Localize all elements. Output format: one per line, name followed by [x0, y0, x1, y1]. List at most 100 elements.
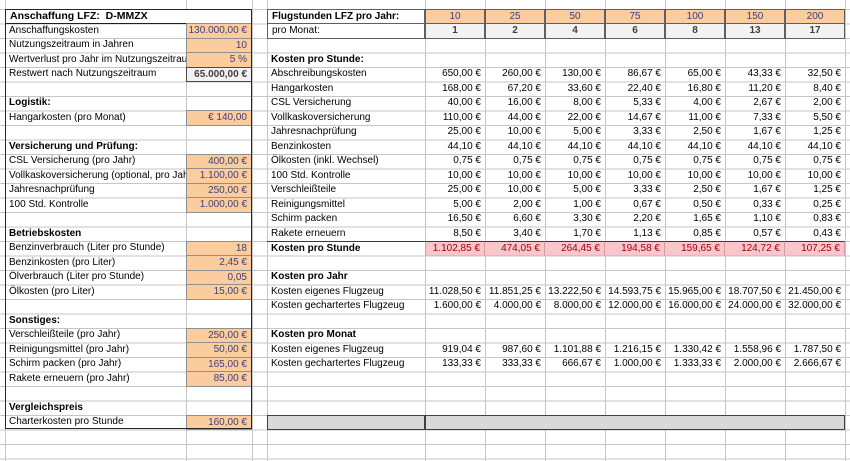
- data-value-cell[interactable]: 130,00 €: [562, 68, 601, 80]
- data-value-cell[interactable]: 10,00 €: [807, 169, 841, 181]
- data-value-cell[interactable]: 10,00 €: [567, 169, 601, 181]
- row-label-cell[interactable]: Restwert nach Nutzungszeitraum: [9, 68, 157, 80]
- data-value-cell[interactable]: 5,33 €: [633, 97, 661, 109]
- row-label-cell[interactable]: Benzinverbrauch (Liter pro Stunde): [9, 242, 165, 254]
- data-value-cell[interactable]: 1.000,00 €: [613, 358, 661, 370]
- per-month-value-cell[interactable]: 1: [425, 23, 485, 39]
- row-label-cell[interactable]: Reinigungsmittel: [271, 198, 345, 210]
- data-value-cell[interactable]: 44,10 €: [507, 140, 541, 152]
- data-value-cell[interactable]: 44,10 €: [807, 140, 841, 152]
- data-value-cell[interactable]: 0,75 €: [633, 155, 661, 167]
- data-value-cell[interactable]: 8,40 €: [813, 82, 841, 94]
- row-label-cell[interactable]: Benzinkosten: [271, 140, 332, 152]
- data-value-cell[interactable]: 2,00 €: [513, 198, 541, 210]
- row-label-cell[interactable]: CSL Versicherung: [271, 97, 352, 109]
- row-label-cell[interactable]: Abschreibungskosten: [271, 68, 367, 80]
- data-value-cell[interactable]: 1.333,33 €: [673, 358, 721, 370]
- total-value-cell[interactable]: 194,58 €: [605, 240, 665, 256]
- data-value-cell[interactable]: 33,60 €: [567, 82, 601, 94]
- data-value-cell[interactable]: 2.000,00 €: [733, 358, 781, 370]
- data-value-cell[interactable]: 32.000,00 €: [788, 300, 841, 312]
- data-value-cell[interactable]: 44,00 €: [507, 111, 541, 123]
- hours-per-year-value-cell[interactable]: 50: [545, 8, 605, 24]
- data-value-cell[interactable]: 44,10 €: [747, 140, 781, 152]
- section-title-cell[interactable]: Betriebskosten: [9, 227, 82, 239]
- row-label-cell[interactable]: CSL Versicherung (pro Jahr): [9, 155, 136, 167]
- data-value-cell[interactable]: 44,10 €: [627, 140, 661, 152]
- data-value-cell[interactable]: 44,10 €: [447, 140, 481, 152]
- hours-per-year-value-cell[interactable]: 150: [725, 8, 785, 24]
- data-value-cell[interactable]: 10,00 €: [627, 169, 661, 181]
- row-label-cell[interactable]: Jahresnachprüfung: [271, 126, 357, 138]
- data-value-cell[interactable]: 10,00 €: [447, 169, 481, 181]
- data-value-cell[interactable]: 8,00 €: [573, 97, 601, 109]
- data-value-cell[interactable]: 5,00 €: [573, 126, 601, 138]
- data-value-cell[interactable]: 260,00 €: [502, 68, 541, 80]
- data-value-cell[interactable]: 11,00 €: [688, 111, 721, 123]
- hours-per-year-value-cell[interactable]: 75: [605, 8, 665, 24]
- data-value-cell[interactable]: 43,33 €: [747, 68, 781, 80]
- section-title-cell[interactable]: Kosten pro Stunde:: [271, 53, 364, 65]
- row-label-cell[interactable]: 100 Std. Kontrolle: [271, 169, 351, 181]
- data-value-cell[interactable]: 1,65 €: [693, 213, 721, 225]
- data-value-cell[interactable]: 0,75 €: [513, 155, 541, 167]
- input-value-cell[interactable]: 165,00 €: [186, 356, 252, 372]
- data-value-cell[interactable]: 0,75 €: [453, 155, 481, 167]
- total-value-cell[interactable]: 1.102,85 €: [425, 240, 485, 256]
- data-value-cell[interactable]: 11.028,50 €: [428, 285, 481, 297]
- data-value-cell[interactable]: 0,67 €: [633, 198, 661, 210]
- data-value-cell[interactable]: 8,50 €: [453, 227, 481, 239]
- row-label-cell[interactable]: Kosten eigenes Flugzeug: [271, 285, 384, 297]
- total-value-cell[interactable]: 124,72 €: [725, 240, 785, 256]
- data-value-cell[interactable]: 21.450,00 €: [788, 285, 841, 297]
- row-label-cell[interactable]: Charterkosten pro Stunde: [9, 416, 124, 428]
- data-value-cell[interactable]: 2,67 €: [753, 97, 781, 109]
- hours-per-year-value-cell[interactable]: 200: [785, 8, 845, 24]
- data-value-cell[interactable]: 86,67 €: [627, 68, 661, 80]
- data-value-cell[interactable]: 2,50 €: [693, 126, 721, 138]
- data-value-cell[interactable]: 1,67 €: [753, 126, 781, 138]
- data-value-cell[interactable]: 6,60 €: [513, 213, 541, 225]
- input-value-cell[interactable]: 5 %: [186, 52, 252, 68]
- data-value-cell[interactable]: 0,33 €: [753, 198, 781, 210]
- data-value-cell[interactable]: 1.330,42 €: [673, 343, 721, 355]
- total-value-cell[interactable]: 474,05 €: [485, 240, 545, 256]
- row-label-cell[interactable]: Jahresnachprüfung: [9, 184, 95, 196]
- per-month-value-cell[interactable]: 4: [545, 23, 605, 39]
- row-label-cell[interactable]: Vollkaskoversicherung (optional, pro Jah…: [9, 169, 186, 181]
- row-label-cell[interactable]: Anschaffungskosten: [9, 24, 99, 36]
- data-value-cell[interactable]: 0,85 €: [693, 227, 721, 239]
- data-value-cell[interactable]: 919,04 €: [442, 343, 481, 355]
- input-value-cell[interactable]: 15,00 €: [186, 284, 252, 300]
- data-value-cell[interactable]: 12.000,00 €: [608, 300, 661, 312]
- data-value-cell[interactable]: 10,00 €: [507, 169, 541, 181]
- hours-per-year-value-cell[interactable]: 100: [665, 8, 725, 24]
- data-value-cell[interactable]: 10,00 €: [747, 169, 781, 181]
- data-value-cell[interactable]: 0,25 €: [813, 198, 841, 210]
- data-value-cell[interactable]: 0,75 €: [813, 155, 841, 167]
- output-value-cell[interactable]: 65.000,00 €: [186, 66, 252, 82]
- left-table-title-cell[interactable]: Anschaffung LFZ: D-MMZX: [5, 8, 252, 24]
- row-label-cell[interactable]: Hangarkosten (pro Monat): [9, 111, 126, 123]
- data-value-cell[interactable]: 13.222,50 €: [548, 285, 601, 297]
- input-value-cell[interactable]: 1.000,00 €: [186, 197, 252, 213]
- input-value-cell[interactable]: 1.100,00 €: [186, 168, 252, 184]
- per-month-value-cell[interactable]: 17: [785, 23, 845, 39]
- data-value-cell[interactable]: 987,60 €: [502, 343, 541, 355]
- data-value-cell[interactable]: 1,13 €: [633, 227, 661, 239]
- per-month-value-cell[interactable]: 6: [605, 23, 665, 39]
- input-value-cell[interactable]: 50,00 €: [186, 342, 252, 358]
- data-value-cell[interactable]: 0,50 €: [693, 198, 721, 210]
- row-label-cell[interactable]: Nutzungszeitraum in Jahren: [9, 39, 134, 51]
- hours-per-year-value-cell[interactable]: 25: [485, 8, 545, 24]
- data-value-cell[interactable]: 32,50 €: [807, 68, 841, 80]
- comparison-band-label-cell[interactable]: [267, 414, 425, 430]
- data-value-cell[interactable]: 1,67 €: [753, 184, 781, 196]
- data-value-cell[interactable]: 16.000,00 €: [668, 300, 721, 312]
- row-label-cell[interactable]: Ölverbrauch (Liter pro Stunde): [9, 271, 145, 283]
- total-value-cell[interactable]: 264,45 €: [545, 240, 605, 256]
- data-value-cell[interactable]: 1,10 €: [753, 213, 781, 225]
- data-value-cell[interactable]: 1.101,88 €: [553, 343, 601, 355]
- input-value-cell[interactable]: 160,00 €: [186, 414, 252, 430]
- data-value-cell[interactable]: 2,00 €: [813, 97, 841, 109]
